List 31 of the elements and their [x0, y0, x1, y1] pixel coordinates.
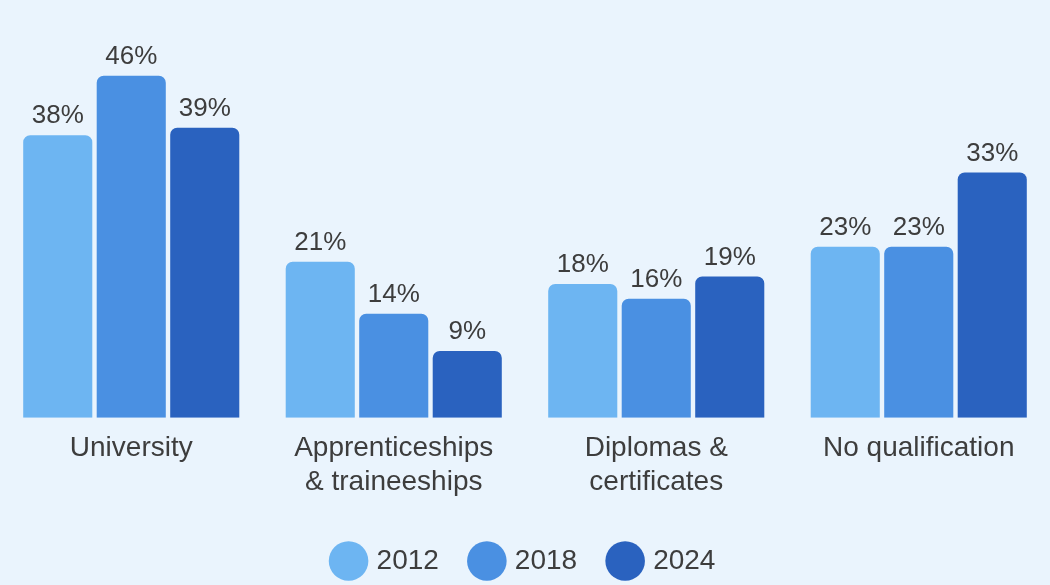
bar — [621, 298, 691, 418]
bar — [957, 172, 1027, 418]
data-label: 19% — [703, 240, 756, 271]
x-tick-label: Diplomas & certificates — [584, 431, 729, 496]
bar — [96, 75, 166, 418]
data-label: 23% — [819, 210, 872, 241]
data-label: 18% — [556, 248, 609, 279]
bar — [810, 246, 880, 418]
data-label: 38% — [31, 99, 84, 130]
data-label: 21% — [294, 225, 347, 256]
data-label: 39% — [178, 91, 231, 122]
data-label: 9% — [448, 315, 487, 346]
bar — [884, 246, 954, 418]
x-tick-label: University — [69, 431, 193, 463]
x-tick-label: No qualification — [823, 431, 1015, 463]
data-label: 14% — [367, 277, 420, 308]
bar — [359, 313, 429, 418]
data-label: 23% — [892, 210, 945, 241]
x-tick-label: Apprenticeships & traineeships — [294, 431, 494, 496]
data-label: 16% — [630, 263, 683, 293]
data-label: 46% — [105, 39, 158, 70]
bar — [170, 127, 240, 418]
bar — [695, 276, 765, 418]
data-label: 33% — [966, 136, 1019, 167]
legend-label: 2012 — [376, 543, 439, 575]
legend-label: 2018 — [514, 543, 578, 575]
bar — [548, 283, 618, 418]
legend-label: 2024 — [653, 543, 716, 575]
bar — [285, 261, 355, 418]
bar — [432, 350, 502, 418]
bar — [23, 135, 93, 418]
